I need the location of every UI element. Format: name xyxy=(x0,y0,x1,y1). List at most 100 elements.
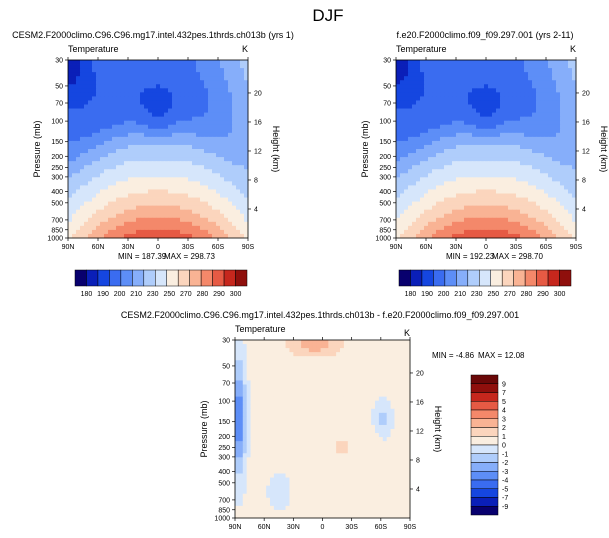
p1-field-cell xyxy=(104,104,109,109)
p1-field-cell xyxy=(100,149,105,154)
p2-field-cell xyxy=(396,213,401,219)
p3-field-cell xyxy=(254,400,259,406)
p3-field-cell xyxy=(367,404,372,410)
p1-field-cell xyxy=(200,173,205,178)
p1-field-cell xyxy=(68,96,73,101)
p3-field-cell xyxy=(332,412,337,418)
p1-field-cell xyxy=(208,213,213,219)
p1-field-cell xyxy=(216,185,221,190)
p3-field-cell xyxy=(367,352,372,357)
p2-field-cell xyxy=(528,213,533,219)
p2-field-cell xyxy=(472,80,477,85)
p1-field-cell xyxy=(200,60,205,65)
p2-field-cell xyxy=(460,225,465,231)
p1-field-cell xyxy=(100,197,105,202)
p1-field-cell xyxy=(104,153,109,158)
p2-field-cell xyxy=(536,112,541,118)
p2-field-cell xyxy=(452,149,457,154)
p1-field-cell xyxy=(232,169,237,174)
p2-field-cell xyxy=(472,88,477,93)
p1-field-cell xyxy=(184,64,189,69)
panel-1-max: MAX = 298.73 xyxy=(164,252,215,261)
p1-field-cell xyxy=(108,116,113,122)
p2-field-cell xyxy=(440,149,445,154)
p2-field-cell xyxy=(528,68,533,73)
p3-field-cell xyxy=(312,380,318,385)
p2-field-cell xyxy=(432,136,437,142)
p1-field-cell xyxy=(128,84,133,89)
p3-field-cell xyxy=(258,392,263,398)
p2-field-cell xyxy=(536,209,541,215)
p3-field-cell xyxy=(281,392,286,398)
p3-field-cell xyxy=(277,376,283,381)
p3-field-cell xyxy=(258,356,263,361)
p2-field-cell xyxy=(544,60,549,65)
p3-field-cell xyxy=(293,376,298,381)
p2-field-cell xyxy=(432,124,437,130)
p2-field-cell xyxy=(468,72,473,77)
p2-field-cell xyxy=(476,112,481,118)
p2-field-cell xyxy=(444,112,449,118)
p3-field-cell xyxy=(402,348,407,353)
p1-field-cell xyxy=(124,217,129,223)
p2-field-cell xyxy=(424,193,429,198)
p1-field-cell xyxy=(184,229,189,235)
p3-field-cell xyxy=(332,348,337,353)
p2-field-cell xyxy=(560,88,565,93)
p1-field-cell xyxy=(232,157,237,162)
p3-field-cell xyxy=(402,376,407,381)
p1-field-cell xyxy=(172,161,177,166)
p3-field-cell xyxy=(281,412,286,418)
p2-field-cell xyxy=(480,201,485,207)
p1-field-cell xyxy=(172,233,177,239)
p1-field-cell xyxy=(172,144,177,150)
p1-field-cell xyxy=(84,76,89,81)
p2-field-cell xyxy=(528,197,533,202)
p2-field-cell xyxy=(456,217,461,223)
p2-field-cell xyxy=(460,116,465,122)
p2-field-cell xyxy=(404,128,409,134)
p2-field-cell xyxy=(520,88,525,93)
p2-field-cell xyxy=(476,60,481,65)
p1-field-cell xyxy=(140,128,145,134)
p2-field-cell xyxy=(508,193,513,198)
p2-field-cell xyxy=(472,132,477,138)
p1-field-cell xyxy=(84,112,89,118)
p2-field-cell xyxy=(508,157,513,162)
p1-field-cell xyxy=(100,120,105,126)
p2-field-cell xyxy=(444,153,449,158)
p2-field-cell xyxy=(500,104,505,109)
p1-field-cell xyxy=(188,140,193,146)
p1-field-cell xyxy=(164,217,169,223)
p1-field-cell xyxy=(176,144,181,150)
p2-field-cell xyxy=(456,161,461,166)
p2-field-cell xyxy=(504,157,509,162)
p1-field-cell xyxy=(188,120,193,126)
p2-field-cell xyxy=(396,209,401,215)
p1-field-cell xyxy=(76,181,81,186)
p2-field-cell xyxy=(508,165,513,170)
p2-field-cell xyxy=(428,112,433,118)
p3-field-cell xyxy=(394,384,399,389)
p1-field-cell xyxy=(120,189,125,194)
p2-field-cell xyxy=(408,217,413,223)
p2-field-cell xyxy=(496,193,501,198)
p1-field-cell xyxy=(160,181,165,186)
p2-field-cell xyxy=(432,88,437,93)
p1-field-cell xyxy=(236,213,241,219)
p3-field-cell xyxy=(402,384,407,389)
p2-field-cell xyxy=(524,92,529,97)
p1-field-cell xyxy=(148,128,153,134)
p1-field-cell xyxy=(176,132,181,138)
p2-field-cell xyxy=(424,136,429,142)
p3-field-cell xyxy=(289,348,294,353)
p1-y-tick-label: 1000 xyxy=(47,236,63,243)
p2-field-cell xyxy=(452,221,457,227)
p3-field-cell xyxy=(235,368,240,373)
p1-field-cell xyxy=(132,177,137,182)
p1-field-cell xyxy=(180,229,185,235)
p1-field-cell xyxy=(116,144,121,150)
p1-field-cell xyxy=(128,197,133,202)
p2-colorbar-box xyxy=(398,269,411,287)
p2-field-cell xyxy=(400,177,405,182)
